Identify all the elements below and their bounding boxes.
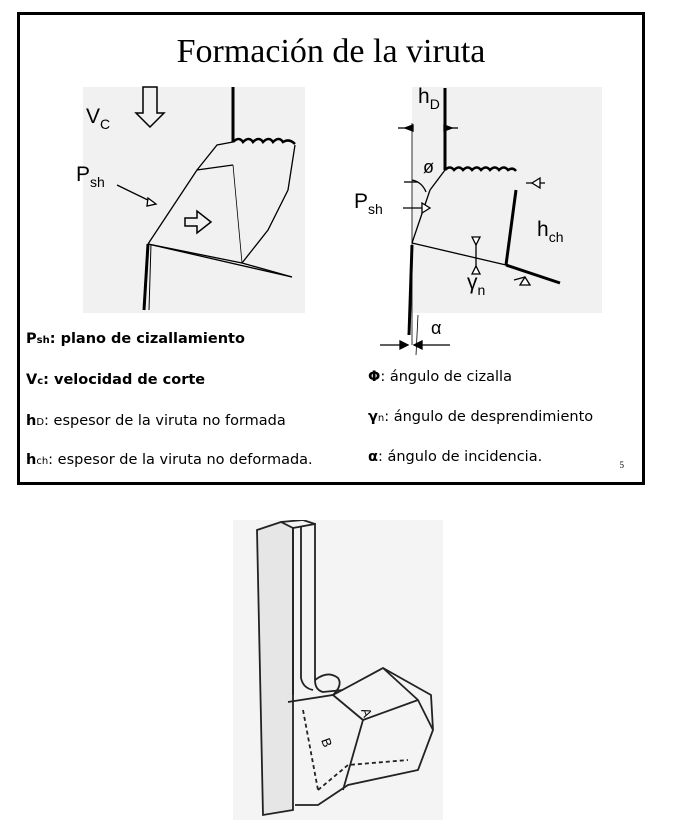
slide-frame: Formación de la viruta [17, 12, 645, 485]
psh-left-label: Psh [76, 163, 105, 190]
left-figure-panel [83, 87, 305, 313]
legend-gamma: γn: ángulo de desprendimiento [368, 409, 594, 425]
page-number: 5 [619, 460, 625, 470]
legend-alpha: α: ángulo de incidencia. [368, 449, 543, 465]
legend-hd: hD: espesor de la viruta no formada [26, 413, 286, 429]
legend-phi: Φ: ángulo de cizalla [368, 369, 512, 385]
left-chip-diagram [116, 86, 602, 356]
hd-label: hD [418, 85, 440, 112]
legend-hch: hch: espesor de la viruta no deformada. [26, 452, 313, 468]
bottom-cutting-tool-figure: A B [233, 520, 443, 820]
legend-vc: Vc: velocidad de corte [26, 372, 206, 388]
alpha-label: α [431, 318, 442, 338]
vc-label: VC [86, 105, 111, 132]
psh-right-label: Psh [354, 190, 383, 217]
slide-title: Formación de la viruta [176, 33, 486, 70]
gamma-label: γn [467, 271, 486, 298]
phi-label: ø [423, 157, 434, 177]
legend-psh: Psh: plano de cizallamiento [26, 331, 245, 347]
hch-label: hch [537, 218, 564, 245]
